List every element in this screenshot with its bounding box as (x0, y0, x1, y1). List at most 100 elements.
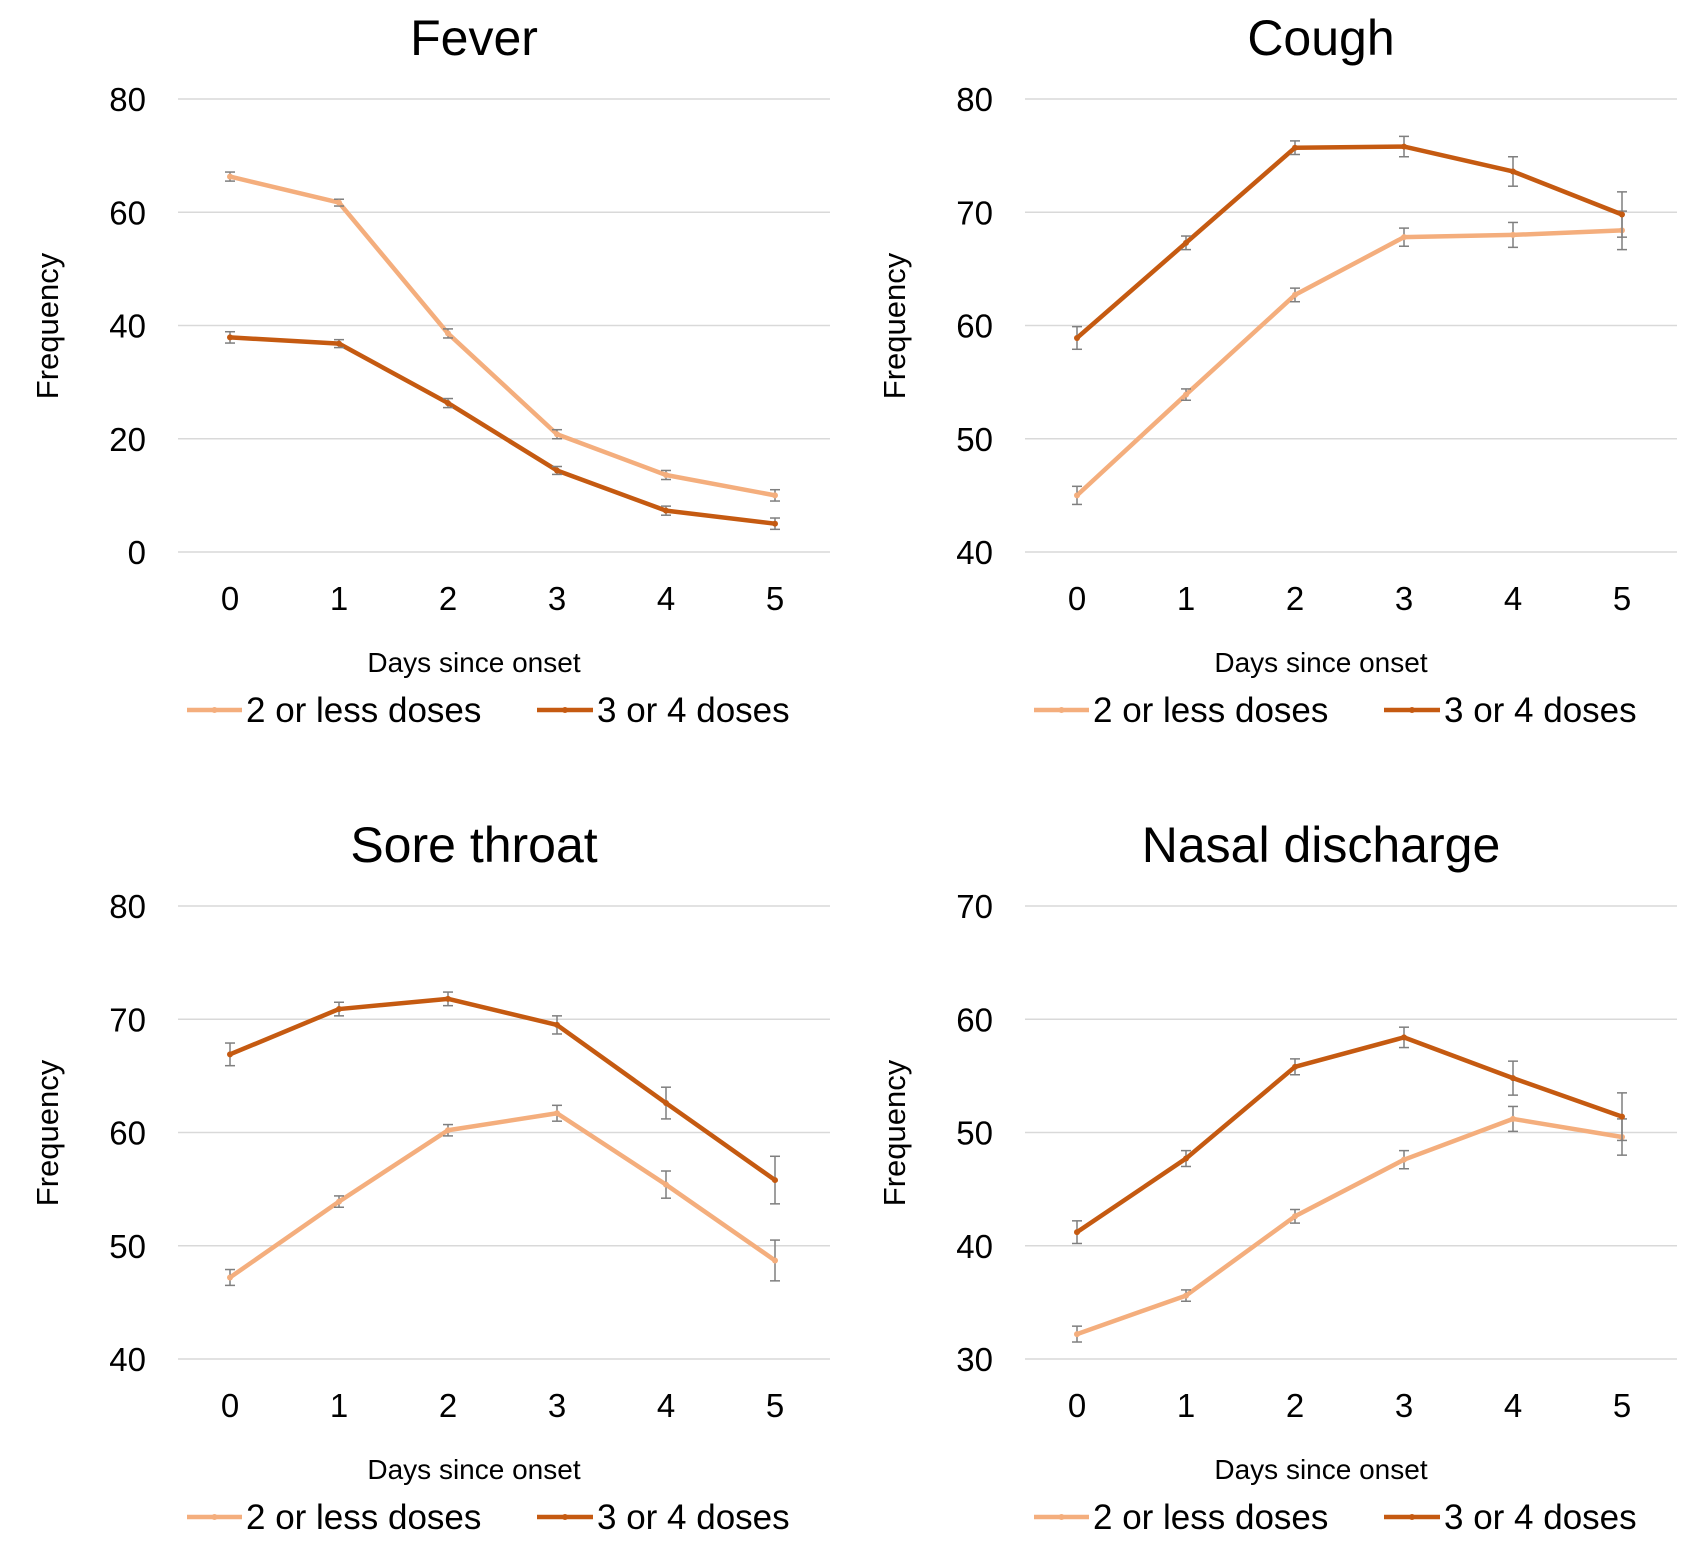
data-point (227, 1051, 233, 1058)
data-point (1183, 1155, 1189, 1162)
x-tick-label: 4 (657, 1387, 675, 1424)
data-point (1183, 239, 1189, 246)
x-tick-label: 2 (439, 1387, 457, 1424)
y-tick-label: 40 (956, 1228, 993, 1265)
legend-marker (1058, 707, 1065, 713)
series-line-dark (1074, 144, 1625, 341)
data-point (772, 520, 778, 527)
data-point (1292, 1213, 1298, 1220)
series-line-light (1074, 1116, 1625, 1337)
y-axis-title: Frequency (877, 252, 912, 399)
legend-label: 3 or 4 doses (597, 1498, 790, 1537)
data-point (663, 471, 669, 478)
x-tick-label: 2 (1286, 1387, 1304, 1424)
y-tick-label: 40 (109, 1341, 146, 1378)
data-point (554, 1110, 560, 1117)
legend-item: 2 or less doses (1034, 1498, 1328, 1537)
x-tick-label: 3 (548, 580, 566, 617)
y-tick-label: 80 (109, 81, 146, 118)
y-tick-label: 70 (109, 1001, 146, 1038)
x-tick-label: 4 (657, 580, 675, 617)
data-point (336, 1006, 342, 1013)
legend-label: 2 or less doses (246, 691, 481, 730)
chart-panel-sore-throat: Sore throat 40 50 60 70 80 0 1 2 3 4 5 Frequency Days… (30, 817, 830, 1537)
data-point (1292, 291, 1298, 298)
chart-title: Cough (1247, 10, 1394, 66)
x-tick-label: 1 (330, 1387, 348, 1424)
data-point (1510, 231, 1516, 238)
y-tick-label: 30 (956, 1341, 993, 1378)
data-point (336, 1198, 342, 1205)
data-point (227, 173, 233, 180)
chart-panel-fever: Fever 0 20 40 60 80 0 1 2 3 4 5 Frequency Days since … (30, 10, 830, 730)
chart-title: Sore throat (350, 817, 597, 873)
x-tick-label: 3 (1395, 1387, 1413, 1424)
x-tick-label: 3 (1395, 580, 1413, 617)
x-tick-label: 5 (766, 580, 784, 617)
legend-item: 3 or 4 doses (537, 1498, 790, 1537)
x-axis-title: Days since onset (367, 647, 580, 678)
data-point (772, 1177, 778, 1184)
y-axis-title: Frequency (30, 252, 65, 399)
data-point (1074, 334, 1080, 341)
data-point (1292, 1063, 1298, 1070)
data-point (227, 1274, 233, 1281)
data-point (1401, 143, 1407, 150)
y-tick-label: 60 (956, 1001, 993, 1038)
chart-panel-cough: Cough 40 50 60 70 80 0 1 2 3 4 5 Frequency Days since… (877, 10, 1677, 730)
y-tick-label: 80 (956, 81, 993, 118)
data-point (1183, 1292, 1189, 1299)
y-tick-label: 50 (109, 1228, 146, 1265)
data-point (772, 1257, 778, 1264)
y-axis-title: Frequency (30, 1059, 65, 1206)
data-point (445, 330, 451, 337)
x-tick-label: 0 (221, 580, 239, 617)
legend-marker (1409, 1514, 1415, 1520)
y-tick-label: 40 (109, 308, 146, 345)
x-tick-label: 2 (439, 580, 457, 617)
y-tick-label: 50 (956, 421, 993, 458)
x-tick-label: 5 (1613, 580, 1631, 617)
x-tick-label: 3 (548, 1387, 566, 1424)
y-tick-label: 50 (956, 1115, 993, 1152)
data-point (1510, 1115, 1516, 1122)
data-point (1401, 234, 1407, 241)
y-tick-label: 60 (109, 194, 146, 231)
data-point (1619, 1113, 1625, 1120)
legend-marker (211, 1514, 218, 1520)
x-tick-label: 5 (1613, 1387, 1631, 1424)
data-point (1510, 168, 1516, 175)
data-point (1401, 1034, 1407, 1041)
data-point (554, 1021, 560, 1028)
data-point (1074, 492, 1080, 499)
data-point (1619, 211, 1625, 218)
data-point (1401, 1156, 1407, 1163)
chart-title: Fever (410, 10, 538, 66)
data-point (554, 431, 560, 438)
data-point (445, 400, 451, 407)
y-tick-label: 60 (956, 308, 993, 345)
x-tick-label: 0 (1068, 1387, 1086, 1424)
x-tick-label: 1 (1177, 580, 1195, 617)
data-point (663, 1100, 669, 1107)
legend-item: 3 or 4 doses (1384, 1498, 1637, 1537)
y-tick-label: 70 (956, 888, 993, 925)
data-point (336, 340, 342, 347)
x-tick-label: 0 (221, 1387, 239, 1424)
legend-item: 3 or 4 doses (537, 691, 790, 730)
data-point (1292, 144, 1298, 151)
legend-label: 2 or less doses (1093, 691, 1328, 730)
legend-marker (1058, 1514, 1065, 1520)
x-axis-title: Days since onset (1214, 1454, 1427, 1485)
legend-label: 2 or less doses (246, 1498, 481, 1537)
data-point (445, 1127, 451, 1134)
chart-title: Nasal discharge (1142, 817, 1501, 873)
data-point (1074, 1229, 1080, 1236)
data-point (663, 1181, 669, 1188)
y-tick-label: 60 (109, 1115, 146, 1152)
x-tick-label: 1 (330, 580, 348, 617)
x-tick-label: 1 (1177, 1387, 1195, 1424)
data-point (554, 467, 560, 474)
legend-item: 2 or less doses (187, 1498, 481, 1537)
